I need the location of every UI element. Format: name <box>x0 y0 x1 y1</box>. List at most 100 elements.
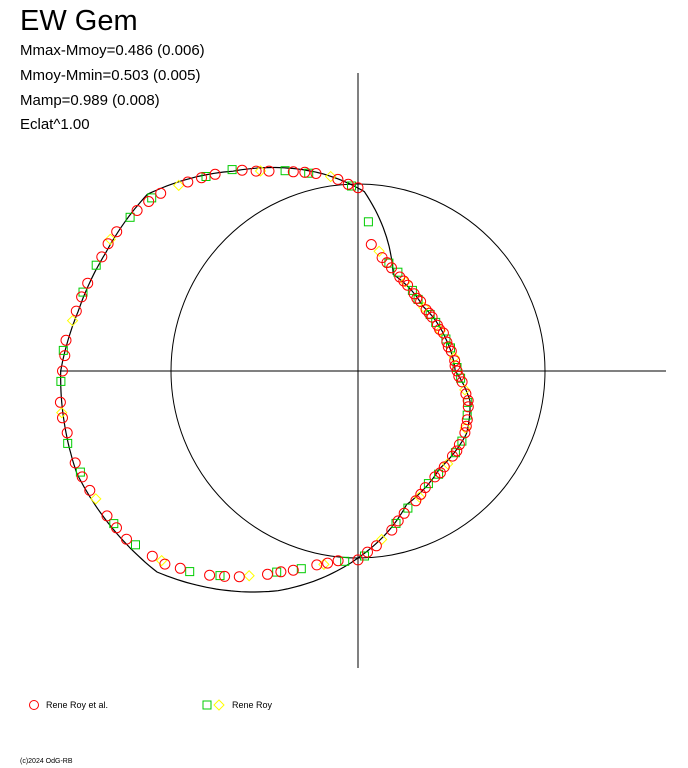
data-point-rene-roy-et-al <box>434 323 446 335</box>
data-point-rene-roy-et-al <box>386 524 398 536</box>
data-point-rene-roy-et-al <box>453 439 465 451</box>
data-point-rene-roy-diamond <box>373 245 385 258</box>
data-point-rene-roy-et-al <box>438 461 450 473</box>
data-point-rene-roy-square <box>272 567 282 577</box>
data-point-rene-roy-et-al <box>57 412 68 424</box>
data-point-rene-roy-et-al <box>451 365 463 377</box>
data-point-rene-roy-et-al <box>332 173 344 185</box>
data-point-rene-roy-diamond <box>434 325 447 337</box>
data-point-rene-roy-et-al <box>131 205 143 216</box>
data-point-rene-roy-diamond <box>254 165 267 177</box>
data-point-rene-roy-square <box>462 410 472 420</box>
data-point-rene-roy-square <box>147 193 157 203</box>
stat-eclat: Eclat^1.00 <box>20 116 90 133</box>
chart-title: EW Gem <box>20 5 138 37</box>
data-point-rene-roy-et-al <box>262 568 273 580</box>
data-point-rene-roy-et-al <box>59 350 71 362</box>
data-point-rene-roy-square <box>280 166 290 176</box>
data-point-rene-roy-square <box>340 556 350 566</box>
data-point-rene-roy-square <box>56 376 66 386</box>
data-point-rene-roy-et-al <box>204 569 216 581</box>
data-point-rene-roy-et-al <box>426 311 438 323</box>
data-point-rene-roy-square <box>131 540 140 550</box>
data-point-rene-roy-et-al <box>146 550 158 562</box>
data-point-rene-roy-et-al <box>287 564 299 576</box>
data-point-rene-roy-et-al <box>332 555 344 567</box>
data-point-rene-roy-et-al <box>365 239 377 250</box>
data-point-rene-roy-et-al <box>381 257 393 269</box>
data-point-rene-roy-et-al <box>111 522 122 534</box>
legend: Rene Roy et al. Rene Roy <box>29 699 273 711</box>
stat-mmoy-mmin: Mmoy-Mmin=0.503 (0.005) <box>20 67 201 84</box>
data-point-rene-roy-square <box>363 217 373 227</box>
data-point-rene-roy-et-al <box>60 334 72 346</box>
data-point-rene-roy-et-al <box>275 566 287 578</box>
data-point-rene-roy-diamond <box>90 493 102 505</box>
data-point-rene-roy-et-al <box>352 182 364 194</box>
copyright-note: (c)2024 OdG-RB <box>20 758 73 765</box>
data-point-rene-roy-et-al <box>155 187 167 199</box>
data-point-rene-roy-et-al <box>159 558 171 570</box>
data-point-rene-roy-square <box>450 448 460 458</box>
legend-label-rene-roy-et-al: Rene Roy et al. <box>46 700 108 710</box>
data-point-rene-roy-square <box>185 567 195 577</box>
data-point-rene-roy-et-al <box>310 168 322 179</box>
data-point-rene-roy-et-al <box>449 355 461 367</box>
data-point-rene-roy-et-al <box>209 168 221 180</box>
data-point-rene-roy-et-al <box>102 238 114 250</box>
data-point-rene-roy-et-al <box>233 571 245 583</box>
data-point-rene-roy-et-al <box>434 467 446 479</box>
data-point-rene-roy-diamond <box>324 170 337 183</box>
data-point-rene-roy-diamond <box>375 533 388 546</box>
data-point-rene-roy-et-al <box>111 226 123 238</box>
data-point-rene-roy-et-al <box>342 178 354 190</box>
data-point-rene-roy-et-al <box>398 507 410 519</box>
data-point-rene-roy-square <box>227 165 237 175</box>
data-point-rene-roy-et-al <box>322 557 334 569</box>
data-point-rene-roy-et-al <box>451 445 463 457</box>
data-point-rene-roy-et-al <box>456 376 468 388</box>
data-point-rene-roy-square <box>91 260 101 270</box>
data-point-rene-roy-diamond <box>459 422 472 434</box>
data-point-rene-roy-diamond <box>459 384 471 396</box>
data-point-rene-roy-et-al <box>449 360 461 372</box>
legend-label-rene-roy: Rene Roy <box>232 700 273 710</box>
data-point-rene-roy-et-al <box>299 166 311 178</box>
data-point-rene-roy-square <box>434 469 444 479</box>
stat-mamp: Mamp=0.989 (0.008) <box>20 92 160 109</box>
data-point-rene-roy-et-al <box>76 471 88 483</box>
legend-marker-rene-roy-diamond <box>213 699 225 711</box>
data-point-rene-roy-et-al <box>437 327 449 339</box>
data-point-rene-roy-et-al <box>370 540 382 552</box>
data-point-rene-roy-et-al <box>182 176 194 188</box>
data-point-rene-roy-et-al <box>415 296 427 307</box>
data-point-rene-roy-et-al <box>415 488 427 500</box>
data-point-rene-roy-et-al <box>411 292 423 304</box>
data-point-rene-roy-et-al <box>82 277 94 289</box>
data-point-rene-roy-et-al <box>461 414 473 426</box>
data-point-rene-roy-square <box>58 345 68 355</box>
data-point-rene-roy-et-al <box>460 420 472 432</box>
data-point-rene-roy-et-al <box>287 166 299 178</box>
data-point-rene-roy-square <box>296 564 306 574</box>
data-point-rene-roy-et-al <box>57 365 68 377</box>
data-point-rene-roy-et-al <box>101 510 113 522</box>
data-point-rene-roy-et-al <box>69 457 81 469</box>
data-point-rene-roy-et-al <box>76 291 88 303</box>
data-point-rene-roy-et-al <box>362 546 373 558</box>
legend-marker-rene-roy-square <box>202 700 212 710</box>
data-point-rene-roy-et-al <box>84 484 96 496</box>
stat-mmax-mmoy: Mmax-Mmoy=0.486 (0.006) <box>20 42 205 59</box>
data-point-rene-roy-et-al <box>174 562 186 574</box>
data-point-rene-roy-et-al <box>352 554 364 566</box>
data-point-rene-roy-et-al <box>54 396 66 408</box>
data-point-rene-roy-diamond <box>318 558 330 571</box>
data-point-rene-roy-et-al <box>423 307 435 319</box>
legend-marker-rene-roy-et-al <box>29 700 39 710</box>
data-point-rene-roy-square <box>441 334 451 344</box>
data-point-rene-roy-diamond <box>243 570 255 582</box>
data-point-rene-roy-et-al <box>402 279 414 291</box>
data-point-rene-roy-et-al <box>121 533 132 545</box>
data-point-rene-roy-diamond <box>66 314 79 327</box>
